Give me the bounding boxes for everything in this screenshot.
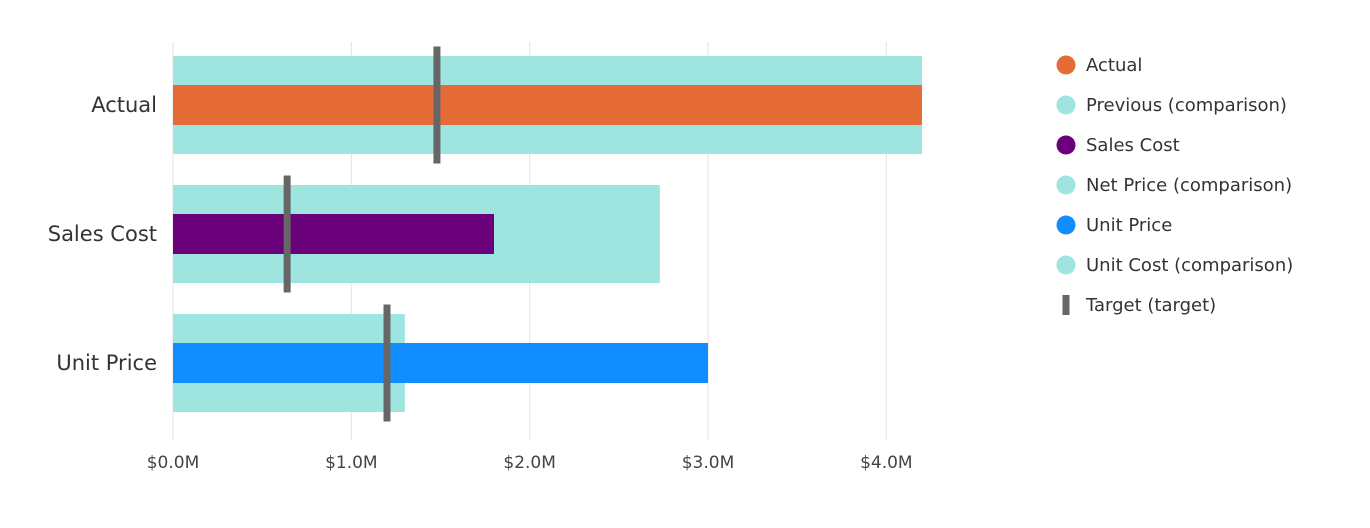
tick-label: $2.0M xyxy=(503,453,556,473)
legend-item[interactable]: Previous (comparison) xyxy=(1056,95,1287,116)
legend-label: Net Price (comparison) xyxy=(1086,175,1292,196)
bars xyxy=(173,46,922,422)
legend-item[interactable]: Net Price (comparison) xyxy=(1056,175,1293,196)
value-axis: $0.0M $1.0M $2.0M $3.0M $4.0M xyxy=(147,453,913,473)
target-marker[interactable] xyxy=(383,304,391,422)
legend-swatch-icon xyxy=(1056,175,1076,195)
legend-item[interactable]: Unit Cost (comparison) xyxy=(1056,255,1294,276)
legend-target-icon xyxy=(1062,295,1070,315)
legend-label: Sales Cost xyxy=(1086,135,1180,156)
value-bar[interactable] xyxy=(173,214,494,254)
legend-item[interactable]: Target (target) xyxy=(1062,295,1217,316)
target-marker[interactable] xyxy=(283,175,291,293)
tick-label: $3.0M xyxy=(682,453,735,473)
category-label: Unit Price xyxy=(56,351,157,375)
category-label: Sales Cost xyxy=(48,222,157,246)
value-bar[interactable] xyxy=(173,85,922,125)
legend-swatch-icon xyxy=(1056,55,1076,75)
legend-label: Actual xyxy=(1086,55,1142,76)
legend-label: Unit Cost (comparison) xyxy=(1086,255,1293,276)
legend-label: Unit Price xyxy=(1086,215,1172,236)
legend-swatch-icon xyxy=(1056,255,1076,275)
legend-item[interactable]: Sales Cost xyxy=(1056,135,1180,156)
tick-label: $4.0M xyxy=(860,453,913,473)
tick-label: $0.0M xyxy=(147,453,200,473)
legend-label: Previous (comparison) xyxy=(1086,95,1287,116)
tick-label: $1.0M xyxy=(325,453,378,473)
legend: Actual Previous (comparison) Sales Cost Net… xyxy=(1056,55,1294,316)
legend-label: Target (target) xyxy=(1085,295,1216,316)
category-axis: Actual Sales Cost Unit Price xyxy=(48,93,157,375)
legend-swatch-icon xyxy=(1056,135,1076,155)
legend-swatch-icon xyxy=(1056,215,1076,235)
legend-item[interactable]: Actual xyxy=(1056,55,1143,76)
category-label: Actual xyxy=(91,93,157,117)
target-marker[interactable] xyxy=(433,46,441,164)
value-bar[interactable] xyxy=(173,343,708,383)
legend-item[interactable]: Unit Price xyxy=(1056,215,1173,236)
legend-swatch-icon xyxy=(1056,95,1076,115)
